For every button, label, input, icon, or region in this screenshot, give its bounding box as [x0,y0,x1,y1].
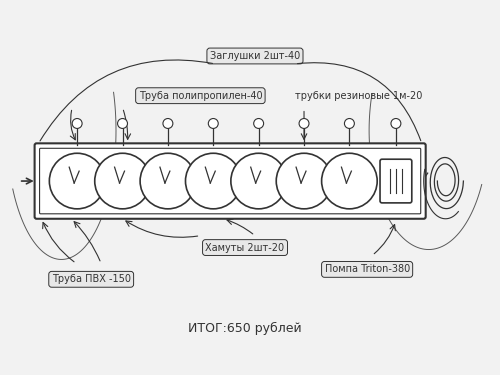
Circle shape [186,153,241,209]
Text: ИТОГ:650 рублей: ИТОГ:650 рублей [188,322,302,336]
Circle shape [299,118,309,129]
FancyBboxPatch shape [34,143,426,219]
Circle shape [254,118,264,129]
Circle shape [391,118,401,129]
Circle shape [94,153,150,209]
Circle shape [344,118,354,129]
Text: Хамуты 2шт-20: Хамуты 2шт-20 [206,243,284,252]
Circle shape [72,118,82,129]
Text: Труба ПВХ -150: Труба ПВХ -150 [52,274,130,284]
Circle shape [208,118,218,129]
Circle shape [118,118,128,129]
Circle shape [50,153,105,209]
Circle shape [163,118,173,129]
Text: Заглушки 2шт-40: Заглушки 2шт-40 [210,51,300,61]
Circle shape [276,153,332,209]
Text: Помпа Triton-380: Помпа Triton-380 [324,264,410,274]
FancyBboxPatch shape [380,159,412,203]
Text: трубки резиновые 1м-20: трубки резиновые 1м-20 [294,91,422,101]
Circle shape [231,153,286,209]
Circle shape [322,153,377,209]
Circle shape [140,153,196,209]
Text: Труба полипропилен-40: Труба полипропилен-40 [138,91,262,101]
